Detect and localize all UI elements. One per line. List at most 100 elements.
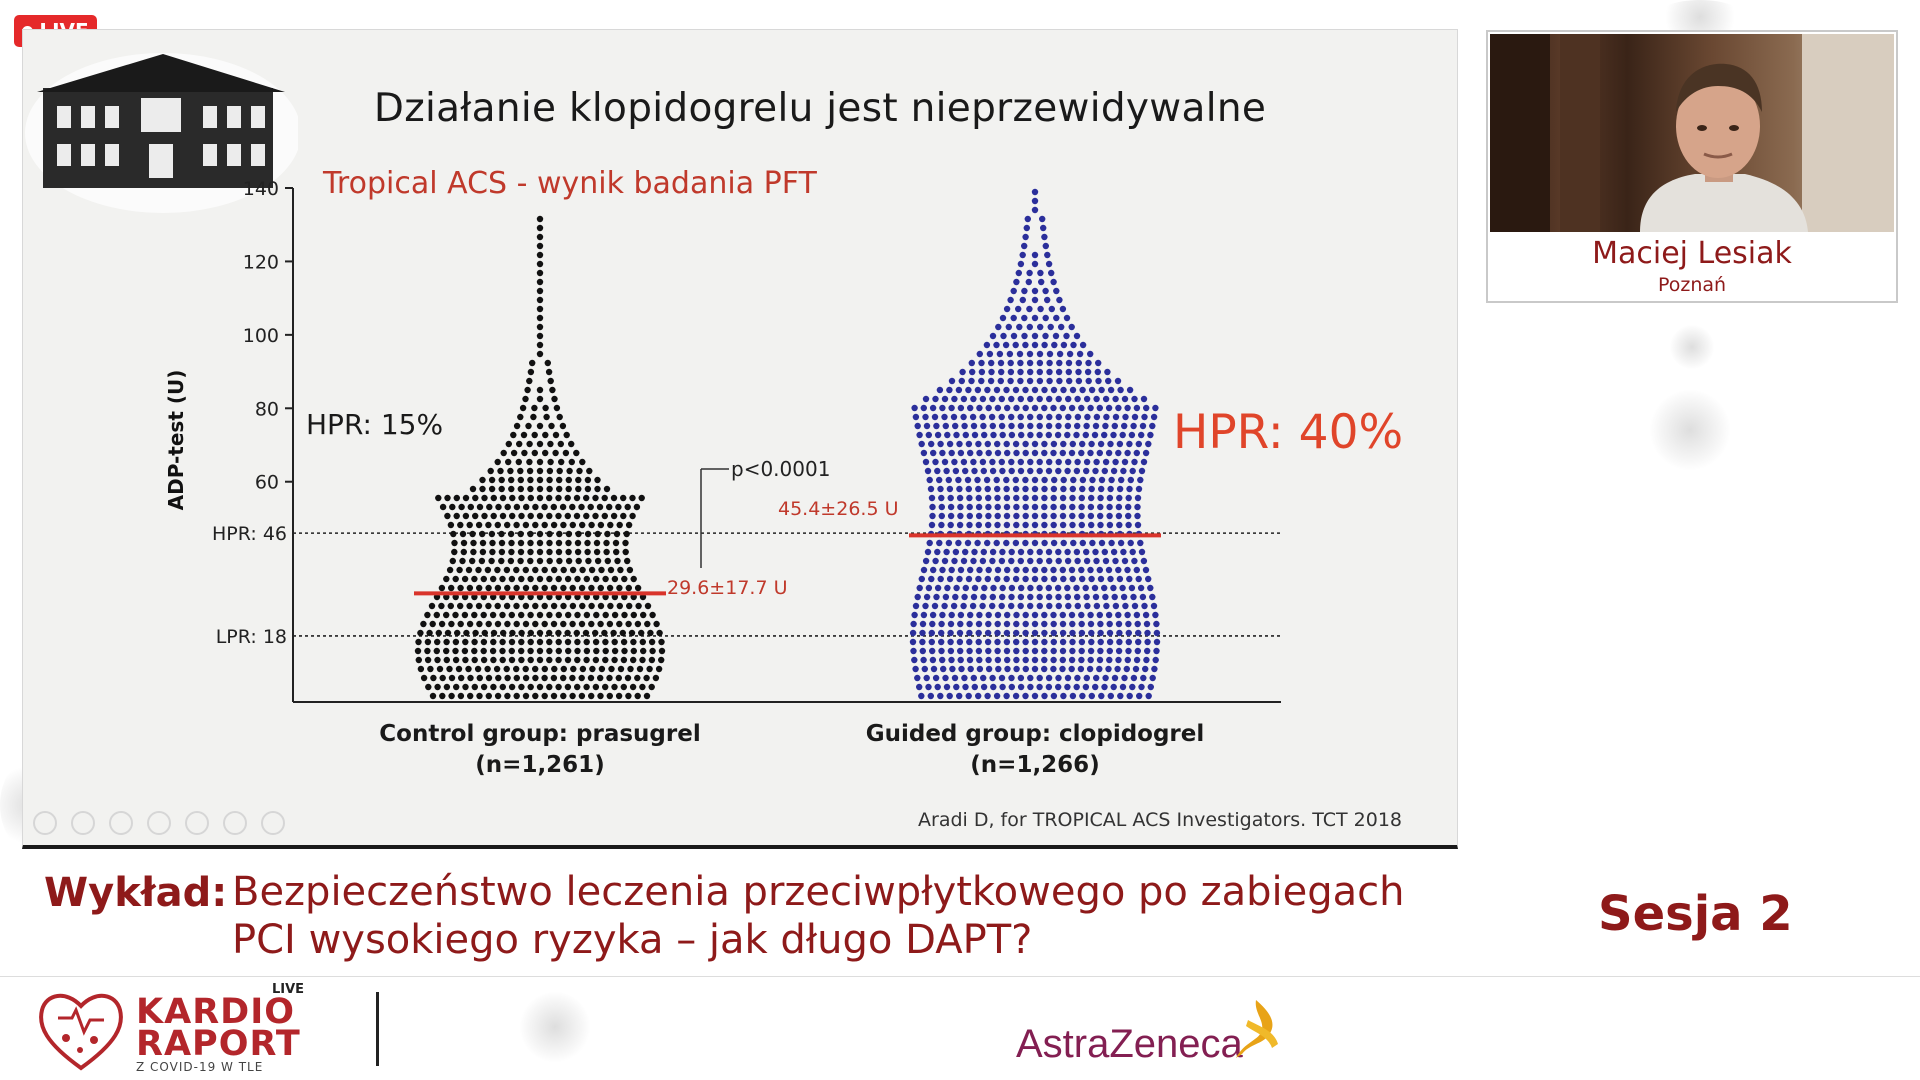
data-point <box>979 395 987 403</box>
data-point <box>479 530 486 538</box>
data-point <box>1115 404 1122 412</box>
data-point <box>999 431 1006 439</box>
data-point <box>989 602 996 610</box>
data-point <box>1055 593 1062 601</box>
data-point <box>974 476 981 484</box>
data-point <box>1093 602 1101 610</box>
data-point <box>1013 521 1020 529</box>
data-point <box>956 521 964 529</box>
more-icon[interactable] <box>261 811 285 835</box>
data-point <box>1096 566 1104 574</box>
data-point <box>988 359 995 367</box>
data-point <box>560 602 567 610</box>
data-point <box>1027 674 1034 682</box>
sponsor-logo-text: AstraZeneca <box>1016 1022 1243 1066</box>
data-point <box>1003 638 1011 646</box>
data-point <box>471 575 478 583</box>
data-point <box>1083 548 1090 556</box>
data-point <box>1138 431 1145 439</box>
data-point <box>536 287 544 295</box>
data-point <box>1060 575 1067 583</box>
data-point <box>565 476 572 484</box>
zoom-icon[interactable] <box>185 811 209 835</box>
data-point <box>1137 584 1145 592</box>
data-point <box>1108 539 1115 547</box>
data-point <box>1041 611 1048 619</box>
data-point <box>584 539 591 547</box>
data-point <box>1153 638 1161 646</box>
data-point <box>1036 368 1043 376</box>
data-point <box>934 467 941 475</box>
data-point <box>1064 422 1072 430</box>
data-point <box>634 692 641 700</box>
data-point <box>1056 350 1064 358</box>
data-point <box>433 647 440 655</box>
screen-icon[interactable] <box>223 811 247 835</box>
data-point <box>578 584 586 592</box>
data-point <box>1131 458 1138 466</box>
data-point <box>656 629 663 637</box>
data-point <box>1058 323 1065 331</box>
data-point <box>546 629 553 637</box>
data-point <box>957 611 965 619</box>
data-point <box>458 503 465 511</box>
data-point <box>569 692 576 700</box>
data-point <box>1078 494 1086 502</box>
data-point <box>1041 692 1048 700</box>
data-point <box>994 620 1001 628</box>
data-point <box>1151 665 1158 673</box>
data-point <box>918 440 925 448</box>
data-point <box>556 557 563 565</box>
data-point <box>476 692 483 700</box>
data-point <box>498 548 506 556</box>
data-point <box>1031 647 1039 655</box>
data-point <box>1078 512 1085 520</box>
prev-slide-icon[interactable] <box>33 811 57 835</box>
data-point <box>1073 584 1080 592</box>
data-point <box>1106 521 1114 529</box>
data-point <box>957 404 965 412</box>
data-point <box>536 269 544 277</box>
data-point <box>975 575 982 583</box>
data-point <box>551 395 558 403</box>
data-point <box>951 674 959 682</box>
data-point <box>1017 548 1025 556</box>
data-point <box>1027 584 1034 592</box>
data-point <box>541 692 548 700</box>
data-point <box>1040 224 1047 232</box>
data-point <box>967 611 974 619</box>
data-point <box>1103 602 1110 610</box>
data-point <box>1103 413 1110 421</box>
data-point <box>546 611 553 619</box>
data-point <box>1097 440 1105 448</box>
data-point <box>961 674 968 682</box>
data-point <box>1041 341 1048 349</box>
data-point <box>536 440 544 448</box>
data-point <box>916 683 923 691</box>
data-point <box>1064 548 1071 556</box>
data-point <box>911 404 918 412</box>
data-point <box>938 512 945 520</box>
next-slide-icon[interactable] <box>71 811 95 835</box>
data-point <box>417 665 425 673</box>
data-point <box>1002 341 1010 349</box>
data-point <box>947 620 955 628</box>
data-point <box>1107 440 1114 448</box>
data-point <box>1069 503 1076 511</box>
data-point <box>602 683 609 691</box>
data-point <box>536 332 544 340</box>
data-point <box>457 692 465 700</box>
data-point <box>569 584 576 592</box>
data-point <box>1147 683 1155 691</box>
data-point <box>1153 647 1160 655</box>
data-point <box>1004 611 1011 619</box>
data-point <box>1125 620 1132 628</box>
slides-icon[interactable] <box>147 811 171 835</box>
data-point <box>988 368 995 376</box>
pen-icon[interactable] <box>109 811 133 835</box>
data-point <box>1078 620 1085 628</box>
data-point <box>1022 449 1029 457</box>
data-point <box>998 602 1005 610</box>
data-point <box>955 386 963 394</box>
data-point <box>593 539 601 547</box>
